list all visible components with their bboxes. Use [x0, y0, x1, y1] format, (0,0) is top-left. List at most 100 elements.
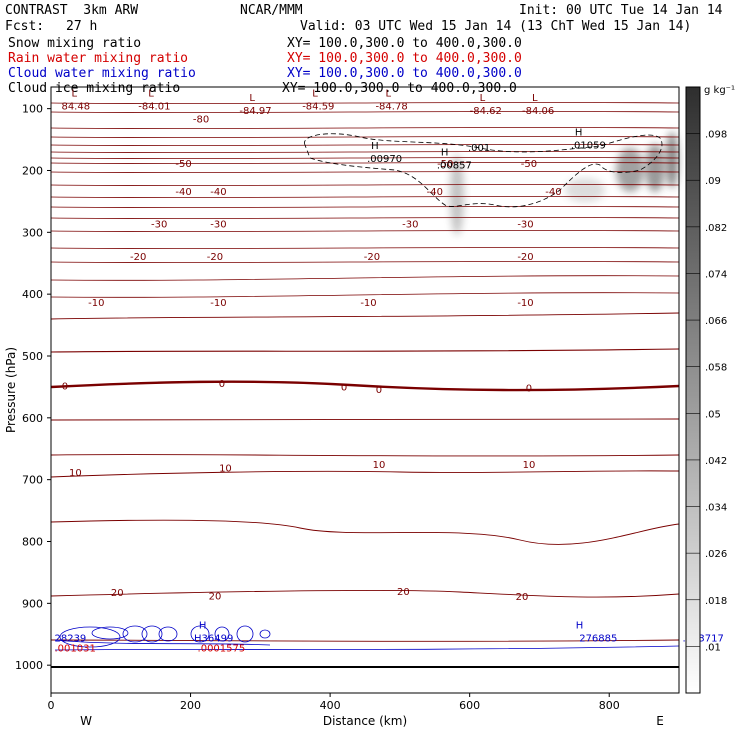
temperature-contour — [50, 519, 680, 545]
y-tick-label: 400 — [22, 288, 43, 301]
colorbar-level-label: .05 — [705, 409, 721, 420]
y-tick-label: 1000 — [15, 659, 43, 672]
colorbar-level-label: .09 — [705, 176, 721, 187]
temperature-label: 0 — [376, 385, 382, 396]
cloud-water-label: H — [576, 621, 584, 632]
cloud-water-contour — [236, 625, 254, 643]
temperature-label: 0 — [526, 384, 532, 395]
snow-shading-blob — [565, 178, 605, 202]
temperature-label: -10 — [360, 298, 376, 309]
x-tick-label: 400 — [320, 699, 341, 712]
rain-water-label: .0001575 — [198, 644, 246, 655]
high-symbol: H — [441, 148, 449, 159]
temperature-contour — [50, 151, 680, 153]
rain-water-label: .001031 — [54, 644, 95, 655]
model-title: CONTRAST 3km ARW — [5, 3, 139, 18]
cloud-water-contour — [214, 626, 230, 642]
low-symbol: L — [480, 93, 486, 104]
field-xy-cloud-water: XY= 100.0,300.0 to 400.0,300.0 — [287, 66, 522, 81]
field-name-cloud-ice: Cloud ice mixing ratio — [8, 81, 181, 96]
high-value: .00970 — [367, 154, 402, 165]
x-tick-label: 0 — [48, 699, 55, 712]
temperature-contour — [50, 230, 680, 232]
y-tick-label: 600 — [22, 412, 43, 425]
y-tick-label: 200 — [22, 164, 43, 177]
temperature-label: -10 — [88, 298, 104, 309]
colorbar — [685, 86, 701, 694]
cloud-water-label: H36499 — [194, 634, 233, 645]
cloud-water-contour — [54, 645, 680, 651]
temperature-contour — [50, 589, 680, 598]
temperature-label: -10 — [517, 298, 533, 309]
init-time: Init: 00 UTC Tue 14 Jan 14 — [519, 3, 723, 18]
plot-frame — [50, 86, 680, 694]
low-value: -84.62 — [470, 106, 502, 117]
temperature-contour — [50, 247, 680, 249]
low-symbol: L — [385, 88, 391, 99]
cloud-water-contour — [122, 625, 148, 643]
field-name-snow: Snow mixing ratio — [8, 36, 142, 51]
temperature-label: 10 — [373, 460, 386, 471]
cloud-water-contour — [259, 629, 271, 639]
low-value: -84.06 — [522, 106, 554, 117]
colorbar-level-label: .034 — [705, 503, 727, 514]
temperature-label: 10 — [219, 463, 232, 474]
temperature-contour — [50, 171, 680, 173]
temperature-label: -50 — [437, 159, 453, 170]
colorbar-level-label: .026 — [705, 549, 727, 560]
cloud-water-label: 276885 — [579, 634, 617, 645]
temperature-label: 20 — [516, 592, 529, 603]
cloud-water-label: .003717 — [682, 634, 723, 645]
y-axis-title: Pressure (hPa) — [4, 347, 18, 433]
temperature-contour — [50, 196, 680, 198]
colorbar-unit: g kg⁻¹ — [704, 85, 735, 96]
y-tick-label: 100 — [22, 103, 43, 116]
y-tick-label: 700 — [22, 474, 43, 487]
cloud-water-contour — [59, 626, 121, 648]
temperature-contour — [50, 144, 680, 146]
temperature-contour — [50, 380, 680, 392]
temperature-contour — [50, 102, 680, 104]
west-label: W — [80, 714, 92, 728]
temperature-contour — [50, 184, 680, 186]
temperature-label: 20 — [397, 587, 410, 598]
field-xy-snow: XY= 100.0,300.0 to 400.0,300.0 — [287, 36, 522, 51]
temperature-label: 0 — [341, 382, 347, 393]
temperature-label: -50 — [521, 159, 537, 170]
valid-time: Valid: 03 UTC Wed 15 Jan 14 (13 ChT Wed … — [300, 19, 692, 34]
temperature-contour — [50, 292, 680, 298]
high-symbol: H — [575, 127, 583, 138]
temperature-label: -30 — [210, 220, 226, 231]
low-symbol: L — [532, 93, 538, 104]
temperature-label: -30 — [151, 220, 167, 231]
x-tick-label: 600 — [459, 699, 480, 712]
forecast-label: Fcst: — [5, 19, 45, 34]
x-axis-title: Distance (km) — [323, 714, 407, 728]
colorbar-level-label: .042 — [705, 456, 727, 467]
temperature-label: -20 — [130, 252, 146, 263]
temperature-contour — [50, 639, 680, 642]
y-tick-label: 900 — [22, 597, 43, 610]
temperature-label: 10 — [69, 468, 82, 479]
low-symbol: L — [148, 88, 154, 99]
temperature-label: -20 — [517, 252, 533, 263]
y-tick-label: 300 — [22, 226, 43, 239]
temperature-contour — [50, 454, 680, 457]
temperature-label: 20 — [111, 588, 124, 599]
temperature-label: -30 — [517, 220, 533, 231]
temperature-contour — [50, 157, 680, 159]
colorbar-level-label: .058 — [705, 363, 727, 374]
colorbar-level-label: .01 — [705, 642, 721, 653]
low-value: 84.48 — [61, 101, 90, 112]
org-label: NCAR/MMM — [240, 3, 303, 18]
cloud-water-contour — [190, 625, 210, 643]
temperature-label: -10 — [210, 298, 226, 309]
temperature-label: 10 — [523, 460, 536, 471]
cloud-ice-contour — [304, 133, 663, 208]
high-symbol: H — [371, 141, 379, 152]
temperature-label: -40 — [175, 187, 191, 198]
low-symbol: L — [71, 88, 77, 99]
forecast-hours: 27 h — [66, 19, 98, 34]
colorbar-level-label: .074 — [705, 269, 727, 280]
